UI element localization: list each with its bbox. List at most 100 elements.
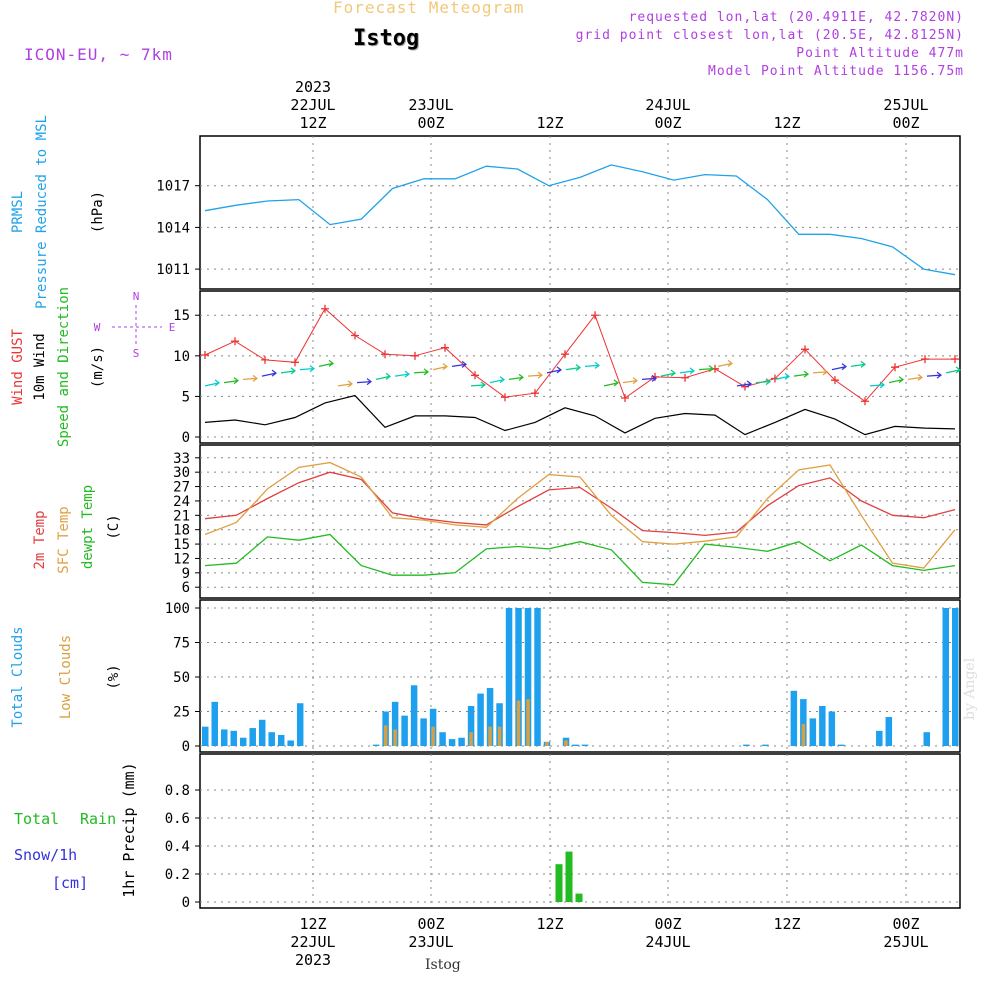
total-cloud-bar: [249, 728, 256, 746]
wind-direction-arrow: [622, 377, 638, 385]
ytick-label-precip-1: 0.2: [165, 867, 190, 883]
ytick-label-temperature-6: 24: [173, 494, 190, 510]
total-cloud-bar: [258, 719, 266, 746]
panel-frame-temperature: [199, 444, 961, 599]
total-cloud-bar: [239, 737, 247, 746]
ytick-label-clouds-0: 0: [182, 739, 190, 755]
wind-direction-arrow: [527, 371, 543, 379]
top-hour-label-3: 00Z: [654, 114, 681, 132]
bottom-hour-label-2: 12Z: [536, 915, 563, 933]
ytick-label-temperature-0: 6: [182, 580, 190, 596]
total-cloud-bar: [439, 732, 446, 746]
wind-direction-arrow: [603, 379, 619, 387]
ytick-label-precip-3: 0.6: [165, 811, 190, 827]
chart-title: Forecast Meteogram: [333, 0, 525, 17]
compass-s: S: [133, 347, 140, 360]
top-hour-label-2: 12Z: [536, 114, 563, 132]
low-cloud-bar: [526, 699, 530, 746]
wind-direction-arrow: [926, 371, 942, 379]
bottom-hour-label-3: 00Z: [654, 915, 681, 933]
total-cloud-bar: [876, 730, 883, 746]
total-cloud-bar: [410, 685, 418, 746]
bottom-hour-label-5: 00Z: [892, 915, 919, 933]
bottom-date-label-0: 22JUL: [290, 933, 335, 951]
wind-direction-arrow: [850, 360, 866, 368]
compass-icon: [112, 305, 162, 347]
total-cloud-bar: [448, 739, 456, 746]
wind-direction-arrow: [869, 381, 885, 389]
compass-w: W: [94, 321, 101, 334]
total-cloud-bar: [220, 729, 228, 746]
total-cloud-bar: [496, 703, 503, 746]
temp-2m-label: 2m Temp: [32, 510, 48, 569]
wind-speed-direction-label: Speed and Direction: [56, 287, 72, 447]
wind-direction-arrow: [565, 364, 581, 372]
watermark: by Angel: [962, 657, 978, 720]
ytick-label-temperature-3: 15: [173, 537, 190, 553]
gust-marker: [891, 363, 899, 372]
ytick-label-precip-4: 0.8: [165, 783, 190, 799]
low-cloud-bar: [545, 741, 549, 746]
dewpoint-label: dewpt Temp: [80, 485, 96, 569]
wind-direction-arrow: [242, 374, 258, 382]
wind-direction-arrow: [717, 359, 733, 367]
total-cloud-bar: [372, 744, 380, 746]
wind-speed-line: [204, 394, 956, 436]
ytick-label-precip-2: 0.4: [165, 839, 190, 855]
precip-axis-label: 1hr Precip (mm): [120, 762, 138, 897]
panel-frame-wind: [199, 290, 961, 444]
wind-direction-arrow: [793, 370, 809, 378]
low-cloud-bar: [431, 726, 435, 746]
wind-direction-arrow: [584, 361, 600, 369]
temp-unit-label: (C): [106, 514, 122, 539]
ytick-label-pressure-0: 1011: [156, 262, 190, 278]
ytick-label-pressure-1: 1014: [156, 220, 190, 236]
total-cloud-bar: [743, 744, 750, 746]
gust-marker: [231, 337, 239, 346]
wind-direction-arrow: [508, 373, 524, 381]
bottom-year-label-0: 2023: [295, 951, 331, 969]
low-clouds-label: Low Clouds: [58, 635, 74, 719]
low-cloud-bar: [497, 726, 502, 746]
total-cloud-bar: [809, 718, 817, 746]
wind-direction-arrow: [451, 360, 467, 368]
top-date-label-0: 22JUL: [290, 96, 335, 114]
precip-rain-label: Rain: [80, 810, 116, 828]
total-cloud-bar: [581, 744, 589, 746]
total-cloud-bar: [942, 608, 950, 746]
bottom-date-label-3: 24JUL: [645, 933, 690, 951]
precip-total-label: Total: [14, 810, 59, 828]
ytick-label-temperature-9: 33: [173, 451, 190, 467]
requested-coords: requested lon,lat (20.4911E, 42.7820N): [628, 10, 964, 25]
wind-direction-arrow: [907, 373, 923, 381]
low-cloud-bar: [383, 725, 388, 746]
footer-station: Istog: [425, 957, 461, 973]
total-clouds-label: Total Clouds: [10, 626, 26, 727]
gust-marker: [321, 304, 329, 313]
gust-marker: [411, 351, 419, 360]
pressure-label-prmsl: PRMSL: [10, 191, 26, 233]
dewpoint-line: [204, 533, 956, 586]
wind-10m-label: 10m Wind: [32, 333, 48, 400]
ytick-label-temperature-2: 12: [173, 551, 190, 567]
low-cloud-bar: [393, 729, 397, 746]
total-cloud-bar: [287, 740, 294, 746]
low-cloud-bar: [801, 723, 806, 746]
gust-marker: [441, 343, 449, 352]
total-cloud-bar: [401, 715, 408, 746]
temp-2m-line: [204, 471, 956, 537]
total-cloud-bar: [268, 732, 275, 746]
wind-direction-arrow: [755, 378, 771, 386]
bottom-hour-label-1: 00Z: [417, 915, 444, 933]
wind-direction-arrow: [432, 363, 448, 371]
gust-marker: [861, 397, 869, 406]
pressure-line: [204, 164, 956, 276]
top-date-label-3: 24JUL: [645, 96, 690, 114]
wind-direction-arrow: [774, 372, 790, 380]
wind-direction-arrow: [698, 365, 714, 373]
wind-direction-arrow: [413, 368, 429, 376]
total-cloud-bar: [800, 699, 807, 746]
panel-frame-pressure: [199, 135, 961, 290]
total-cloud-bar: [477, 693, 484, 746]
wind-direction-arrow: [356, 378, 372, 386]
